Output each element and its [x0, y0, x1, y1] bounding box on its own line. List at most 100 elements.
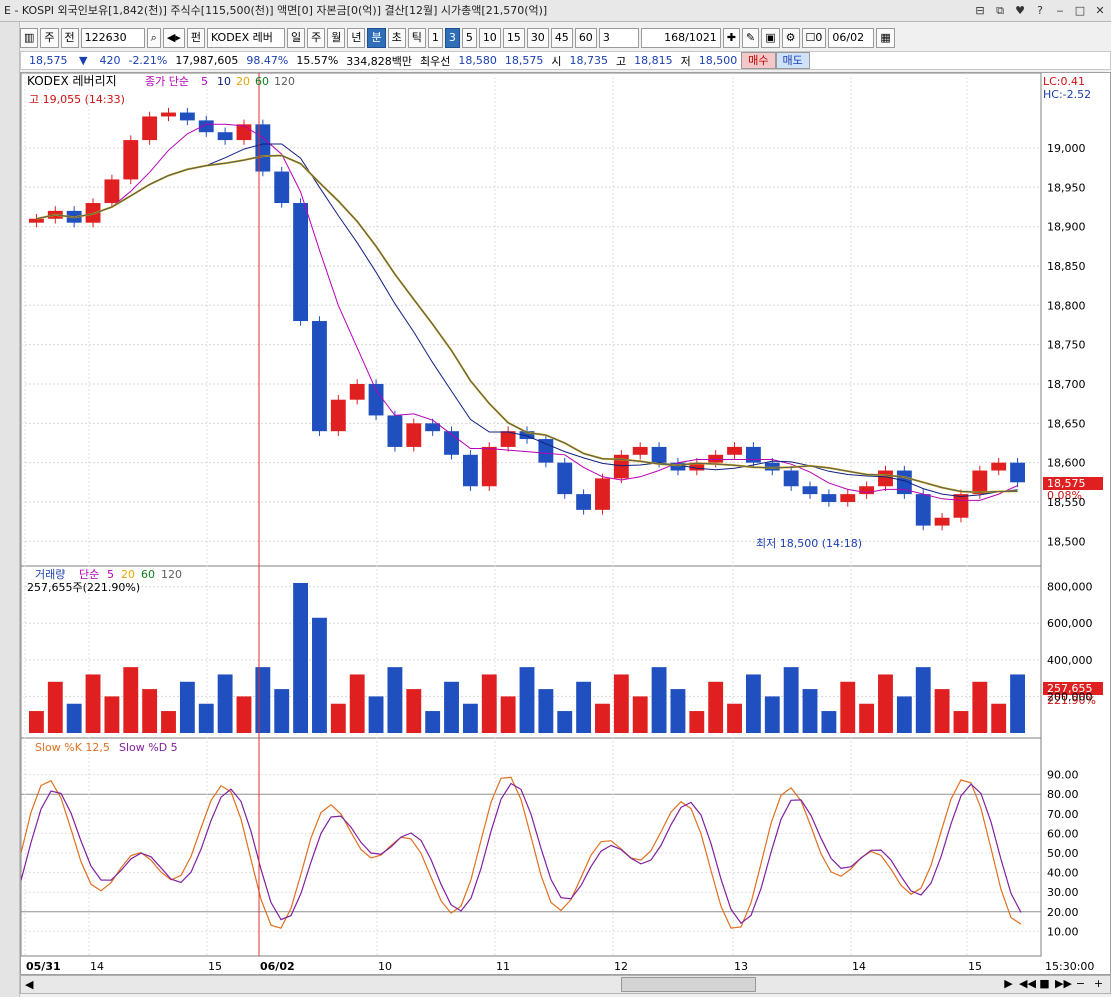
- step-back-icon[interactable]: ◀◀: [1019, 977, 1036, 990]
- period-minute[interactable]: 분: [367, 28, 386, 48]
- favorite-icon[interactable]: ♥: [1015, 4, 1025, 17]
- candle-body: [859, 486, 875, 495]
- price-tick-label: 18,500: [1047, 535, 1086, 548]
- y-axis-labels: 19,000 18,950 18,900 18,850 18,800 18,750 18,7…: [1047, 142, 1093, 938]
- high-label: 고: [616, 54, 627, 68]
- interval-input[interactable]: 3: [598, 28, 639, 48]
- candle-body: [519, 431, 535, 440]
- layout-icon[interactable]: ⊟: [975, 4, 985, 17]
- candle-body: [953, 494, 969, 518]
- code-input[interactable]: 122630: [80, 28, 145, 48]
- sell-button[interactable]: 매도: [775, 52, 810, 69]
- mode-select[interactable]: 주: [40, 28, 59, 48]
- step-forward-icon[interactable]: ▶▶: [1055, 977, 1072, 990]
- stock-name-field[interactable]: KODEX 레버: [206, 28, 285, 48]
- period-day[interactable]: 일: [286, 28, 306, 48]
- stoch-tick-label: 60.00: [1047, 827, 1079, 840]
- ma-line: [36, 154, 1018, 493]
- high-annotation: 고 19,055 (14:33): [29, 93, 125, 106]
- interval-5[interactable]: 5: [461, 28, 477, 48]
- zero-checkbox[interactable]: ☐0: [801, 28, 827, 48]
- scroll-left-icon[interactable]: ◀: [25, 978, 34, 991]
- candle-body: [406, 423, 422, 447]
- volume-bar: [66, 703, 82, 733]
- open-label: 시: [551, 54, 562, 68]
- prev-button[interactable]: 전: [60, 28, 79, 48]
- prev-item-icon[interactable]: ◀▸: [162, 28, 185, 48]
- candle-body: [104, 179, 120, 204]
- candle-body: [972, 470, 988, 495]
- volume-bar: [161, 711, 176, 733]
- stop-icon[interactable]: ■: [1039, 977, 1050, 990]
- x-tick-label: 10: [378, 960, 392, 973]
- candle-body: [142, 116, 158, 141]
- chart-scrollbar[interactable]: ◀ ▶ ◀◀ ■ ▶▶ − +: [20, 975, 1111, 994]
- chart-type-icon[interactable]: ▥: [20, 28, 39, 48]
- volume-bar: [179, 681, 195, 733]
- help-icon[interactable]: ?: [1037, 4, 1043, 17]
- crosshair-icon[interactable]: ✚: [722, 28, 741, 48]
- candle-body: [878, 470, 893, 487]
- candle-body: [462, 454, 478, 487]
- volume-bar: [651, 667, 667, 733]
- volume-bar: [123, 667, 139, 733]
- draw-icon[interactable]: ✎: [742, 28, 760, 48]
- volume-bar: [519, 667, 535, 733]
- volume-bar: [878, 674, 893, 733]
- maximize-icon[interactable]: □: [1074, 4, 1086, 17]
- price-tick-label: 18,600: [1047, 457, 1086, 470]
- date-input[interactable]: 06/02: [828, 28, 875, 48]
- volume-title: 거래량: [35, 568, 65, 581]
- interval-1[interactable]: 1: [427, 28, 443, 48]
- tile-icon[interactable]: ⧉: [996, 4, 1004, 17]
- period-second[interactable]: 초: [387, 28, 406, 48]
- volume-bar: [349, 674, 365, 733]
- vol-ma60: 60: [141, 568, 155, 581]
- zoom-in-icon[interactable]: +: [1093, 977, 1104, 990]
- candle-body: [708, 454, 724, 463]
- page-value[interactable]: 168: [664, 31, 686, 44]
- price-tick-label: 18,900: [1047, 221, 1086, 234]
- scroll-controls: ▶ ◀◀ ■ ▶▶ − +: [1001, 977, 1106, 990]
- interval-30[interactable]: 30: [526, 28, 549, 48]
- interval-15[interactable]: 15: [502, 28, 525, 48]
- interval-45[interactable]: 45: [550, 28, 573, 48]
- interval-10[interactable]: 10: [478, 28, 501, 48]
- volume-bar: [481, 674, 497, 733]
- volume-bar: [764, 696, 780, 733]
- volume-bar: [104, 696, 120, 733]
- interval-60[interactable]: 60: [574, 28, 597, 48]
- period-year[interactable]: 년: [347, 28, 366, 48]
- candle-body: [255, 124, 271, 172]
- stoch-tick-label: 50.00: [1047, 847, 1079, 860]
- settings-icon[interactable]: ⚙: [781, 28, 800, 48]
- close-icon[interactable]: ✕: [1095, 4, 1105, 17]
- stoch-tick-label: 30.00: [1047, 886, 1079, 899]
- save-icon[interactable]: ▣: [761, 28, 780, 48]
- period-month[interactable]: 월: [327, 28, 346, 48]
- chart-area[interactable]: KODEX 레버리지 종가 단순 5 10 20 60 120 고 19,055…: [20, 72, 1111, 975]
- calendar-icon[interactable]: ▦: [876, 28, 895, 48]
- play-icon[interactable]: ▶: [1004, 977, 1013, 990]
- period-week[interactable]: 주: [307, 28, 326, 48]
- period-tick[interactable]: 틱: [407, 28, 426, 48]
- vol-ma120: 120: [161, 568, 182, 581]
- candle-body: [349, 383, 365, 400]
- price-tick-label: 18,800: [1047, 299, 1086, 312]
- buy-button[interactable]: 매수: [741, 52, 776, 69]
- candle-body: [179, 112, 195, 121]
- price-tick-label: 18,650: [1047, 417, 1086, 430]
- search-icon[interactable]: ⌕: [146, 28, 161, 48]
- fund-badge: 펀: [186, 28, 205, 48]
- volume-value: 17,987,605: [175, 54, 239, 67]
- chart-svg[interactable]: KODEX 레버리지 종가 단순 5 10 20 60 120 고 19,055…: [20, 72, 1111, 976]
- volume-bar: [500, 696, 516, 733]
- volume-bar: [274, 689, 290, 733]
- candle-body: [387, 415, 403, 447]
- scroll-thumb[interactable]: [621, 977, 756, 992]
- zoom-out-icon[interactable]: −: [1075, 977, 1086, 990]
- vol-ma5: 5: [107, 568, 114, 581]
- low-label: 저: [680, 54, 691, 68]
- interval-3[interactable]: 3: [444, 28, 460, 48]
- minimize-icon[interactable]: ‒: [1056, 4, 1064, 17]
